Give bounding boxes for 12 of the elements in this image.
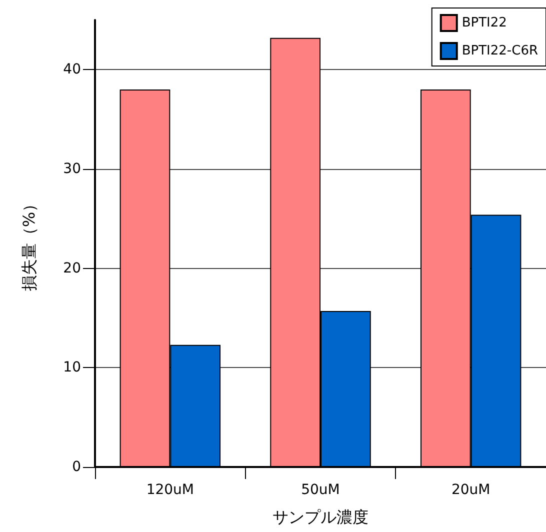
y-tick-label: 30 xyxy=(63,161,81,177)
x-tick-label: 20uM xyxy=(451,482,490,498)
x-tick-label: 120uM xyxy=(146,482,194,498)
y-tick-label: 10 xyxy=(63,360,81,376)
y-tick-label: 20 xyxy=(63,260,81,276)
legend-label: BPTI22-C6R xyxy=(462,44,538,58)
x-tick-label: 50uM xyxy=(301,482,340,498)
y-axis-title: 損失量（%） xyxy=(20,196,38,292)
legend-label: BPTI22 xyxy=(462,16,507,30)
x-axis-title: サンプル濃度 xyxy=(272,508,368,526)
y-tick-label: 0 xyxy=(72,459,81,475)
y-tick-label: 40 xyxy=(63,62,81,78)
